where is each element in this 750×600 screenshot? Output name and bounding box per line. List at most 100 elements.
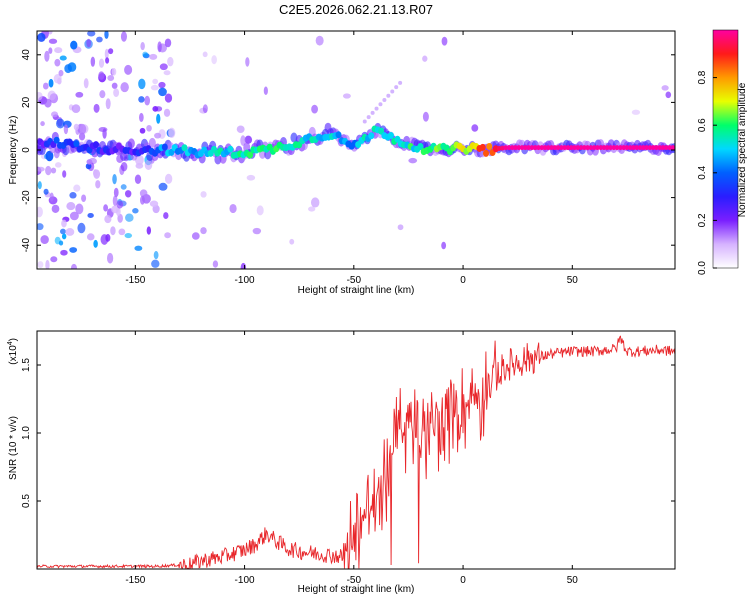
spectrogram-noise-cell <box>124 190 132 198</box>
spectrogram-noise-cell <box>158 87 167 97</box>
spectrogram-ridge-cell <box>601 145 607 151</box>
spectrogram-noise-cell <box>125 213 134 222</box>
spectrogram-streak-cell <box>382 98 387 103</box>
spectrogram-ridge-cell <box>335 131 342 139</box>
spectrogram-ridge-cell <box>387 132 394 140</box>
spectrogram-noise-cell <box>75 91 84 98</box>
spectrogram-ridge-cell <box>510 145 515 151</box>
spectrogram-streak-cell <box>366 115 371 120</box>
snr-series-line <box>37 335 675 569</box>
spectrogram-noise-cell <box>422 55 428 62</box>
spectrogram-noise-cell <box>40 121 45 127</box>
spectrogram-noise-cell <box>66 202 76 211</box>
spectrogram-ridge-cell <box>641 145 646 151</box>
spectrogram-streak-cell <box>390 89 395 94</box>
spectrogram-ridge-halo <box>127 138 135 149</box>
spectrogram-ridge-cell <box>634 145 639 151</box>
spectrogram-noise-cell <box>110 226 116 236</box>
spectrogram-noise-cell <box>661 85 669 91</box>
spectrogram-noise-cell <box>103 204 109 212</box>
spectrogram-noise-cell <box>78 132 86 141</box>
spectrogram-noise-cell <box>37 181 42 190</box>
spectrogram-ridge-cell <box>53 136 60 144</box>
spectrogram-ridge-cell <box>582 145 587 151</box>
spectrogram-y-label: Frequency (Hz) <box>8 116 19 185</box>
spectrogram-ridge-cell <box>542 145 548 151</box>
spectrogram-ridge-cell <box>598 145 603 151</box>
spectrogram-ridge-cell <box>595 145 600 151</box>
spectrogram-noise-cell <box>93 103 100 113</box>
spectrogram-noise-cell <box>58 69 64 77</box>
spectrogram-ridge-cell <box>575 145 580 151</box>
spectrogram-ridge-cell <box>503 145 508 151</box>
spectrogram-ridge-cell <box>569 145 574 151</box>
spectrogram-ridge-cell <box>628 145 633 151</box>
spectrogram-noise-cell <box>42 82 49 90</box>
snr-y-label: SNR (10 * v/v) <box>8 416 19 480</box>
spectrogram-noise-cell <box>51 204 60 213</box>
spectrogram-noise-cell <box>73 123 80 131</box>
spectrogram-ridge-cell <box>526 145 531 151</box>
y-tick-label: 20 <box>21 96 32 108</box>
spectrogram-noise-cell <box>200 227 207 235</box>
spectrogram-noise-cell <box>153 250 159 260</box>
spectrogram-ridge-cell <box>368 132 375 140</box>
spectrogram-ridge-cell <box>591 145 597 151</box>
spectrogram-noise-cell <box>77 222 86 234</box>
spectrogram-marks <box>37 31 675 269</box>
spectrogram-noise-cell <box>44 50 50 62</box>
spectrogram-ridge-cell <box>647 145 653 151</box>
spectrogram-noise-cell <box>441 241 447 250</box>
spectrogram-ridge-cell <box>621 145 626 151</box>
spectrogram-noise-cell <box>149 200 159 207</box>
spectrogram-noise-cell <box>139 189 148 198</box>
spectrogram-ridge-cell <box>417 143 424 151</box>
spectrogram-ridge-cell <box>536 145 541 151</box>
colorbar-gradient <box>712 29 739 269</box>
spectrogram-noise-cell <box>311 104 318 114</box>
spectrogram-ridge-cell <box>608 145 613 151</box>
spectrogram-ridge-cell <box>181 144 188 152</box>
spectrogram-noise-cell <box>111 82 118 89</box>
spectrogram-y-ticks: -40 -20 0 20 40 <box>21 49 675 252</box>
spectrogram-noise-cell <box>75 203 84 215</box>
spectrogram-noise-cell <box>112 195 118 207</box>
spectrogram-ridge-cell <box>578 145 584 151</box>
spectrogram-noise-cell <box>152 106 159 112</box>
spectrogram-noise-cell <box>51 111 59 118</box>
spectrogram-noise-cell <box>422 111 429 122</box>
spectrogram-noise-cell <box>134 174 142 185</box>
spectrogram-noise-cell <box>124 64 133 75</box>
spectrogram-noise-cell <box>163 108 171 117</box>
spectrogram-noise-cell <box>150 84 159 91</box>
x-tick-label: -50 <box>347 575 362 586</box>
spectrogram-noise-cell <box>93 239 98 248</box>
spectrogram-noise-cell <box>73 184 81 192</box>
spectrogram-noise-cell <box>229 203 237 214</box>
x-tick-label: 0 <box>460 275 466 286</box>
spectrogram-noise-cell <box>70 263 77 269</box>
spectrogram-streak-cell <box>386 93 391 98</box>
colorbar-tick-label: 0.6 <box>697 118 708 132</box>
spectrogram-noise-cell <box>86 159 93 165</box>
spectrogram-noise-cell <box>86 38 91 48</box>
spectrogram-noise-cell <box>156 113 161 124</box>
spectrogram-noise-cell <box>37 166 45 172</box>
spectrogram-noise-cell <box>397 224 404 231</box>
spectrogram-ridge-cell <box>605 145 610 151</box>
spectrogram-noise-cell <box>100 234 109 245</box>
spectrogram-ridge-cell <box>624 145 630 151</box>
spectrogram-ridge-cell <box>539 145 544 151</box>
spectrogram-noise-cell <box>70 40 78 50</box>
spectrogram-noise-cell <box>96 36 103 43</box>
spectrogram-streak-cell <box>362 119 367 124</box>
x-tick-label: -150 <box>125 275 145 286</box>
spectrogram-noise-cell <box>164 173 173 184</box>
snr-frame <box>36 330 676 570</box>
spectrogram-noise-cell <box>142 51 148 57</box>
spectrogram-streak-cell <box>398 80 403 85</box>
x-tick-label: 50 <box>567 275 579 286</box>
x-tick-label: -100 <box>235 575 255 586</box>
spectrogram-noise-cell <box>146 124 152 132</box>
